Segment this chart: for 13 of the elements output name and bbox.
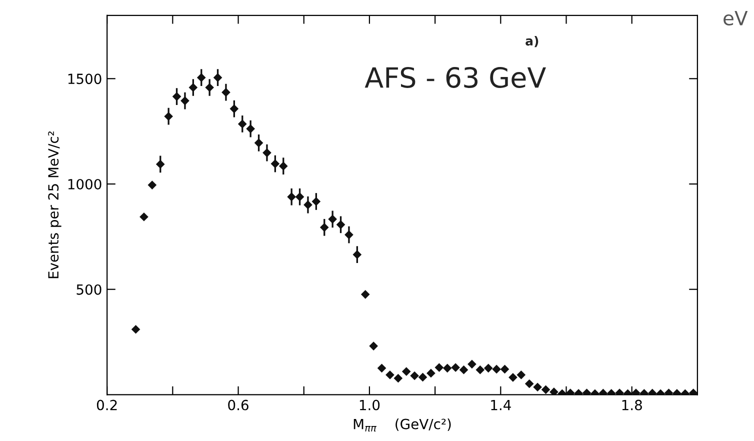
- x-tick-label: 0.6: [228, 400, 248, 410]
- x-tick-label: 1.4: [491, 400, 511, 410]
- y-axis-title: Events per 25 MeV/c²: [48, 131, 62, 278]
- y-tick-label: 1500: [68, 74, 102, 84]
- x-tick-label: 0.2: [96, 400, 117, 410]
- annotation: AFS - 63 GeV: [364, 66, 546, 88]
- annotation: a): [526, 36, 538, 48]
- x-tick-label: 1.0: [360, 400, 380, 410]
- y-tick-label: 500: [76, 284, 102, 295]
- y-tick-label: 1000: [68, 178, 102, 190]
- text: M$_{ππ}$ (GeV/c²): [354, 418, 451, 432]
- x-tick-label: 1.8: [622, 400, 642, 410]
- text: eV: [724, 11, 748, 26]
